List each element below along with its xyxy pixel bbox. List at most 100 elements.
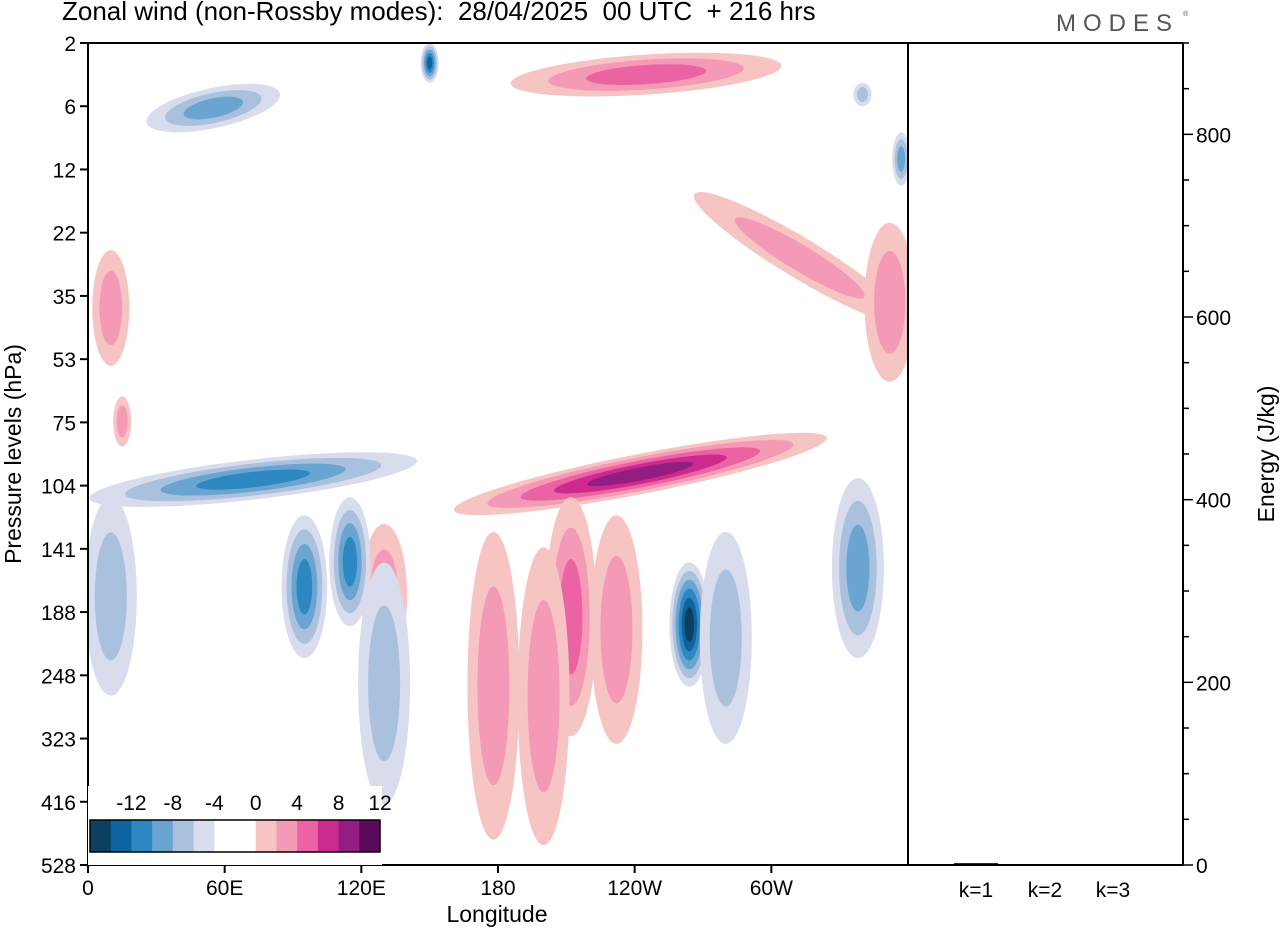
y-axis-title: Pressure levels (hPa) [0,344,26,564]
colorbar-label: -8 [164,792,183,815]
x-tick-label: 120E [337,877,386,900]
contour-level-2 [600,555,633,704]
energy-bar-k=2 [1023,864,1067,866]
contour-level-2 [734,217,865,299]
contour-feature-neg-21 [853,82,872,107]
contour-level-2 [94,532,127,661]
contour-feature-neg-14 [89,452,417,507]
energy-tick-label: 0 [1196,855,1208,878]
colorbar-swatch [297,820,319,852]
contour-feature-pos-7 [693,192,906,324]
colorbar-swatch [131,820,153,852]
y-tick-label: 528 [41,855,76,878]
contour-level-2 [99,270,123,346]
y-tick-label: 6 [64,96,76,119]
contour-level-5 [427,56,433,70]
contour-feature-pos-9 [92,250,130,366]
contour-feature-neg-12 [699,531,752,744]
contour-level-3 [585,64,707,85]
y-tick-label: 12 [53,159,76,182]
energy-category-label: k=1 [959,879,993,902]
contour-feature-neg-18 [88,497,137,696]
colorbar-label: -12 [116,792,146,815]
contour-feature-neg-13 [831,478,884,659]
y-tick-label: 53 [53,349,76,372]
energy-tick-label: 600 [1196,307,1231,330]
contour-level-5 [587,461,694,487]
contour-feature-neg-19 [146,83,281,133]
colorbar-label: 4 [291,792,303,815]
wind-contour-field [88,43,908,846]
colorbar-swatch [172,820,194,852]
y-tick-label: 2 [64,33,76,56]
y-tick-label: 141 [41,539,76,562]
brand-registered-mark: ® [1183,11,1189,18]
contour-level-2 [527,600,560,793]
colorbar-swatch [152,820,174,852]
energy-bar-k=1 [954,863,998,865]
energy-axis-title: Energy (J/kg) [1253,386,1279,523]
contour-level-2 [709,569,742,707]
contour-level-2 [368,605,401,762]
contour-feature-pos-0 [454,432,827,516]
contour-feature-neg-16 [329,497,371,627]
x-tick-label: 0 [82,877,94,900]
contour-feature-pos-10 [113,396,132,447]
contour-feature-neg-22 [892,132,908,186]
colorbar-frame [89,819,381,853]
energy-tick-label: 200 [1196,672,1231,695]
contour-feature-pos-2 [590,515,643,744]
colorbar-label: -4 [205,792,224,815]
contour-level-6 [684,607,695,642]
y-tick-label: 248 [41,665,76,688]
energy-bars: 0 200 400 600 800 Energy (J/kg) k=1 k=2 k=3 [908,42,1279,902]
contour-level-3 [846,524,870,612]
colorbar-swatch [110,820,132,852]
contour-feature-neg-11 [669,562,710,687]
energy-category-label: k=3 [1096,879,1130,902]
colorbar-swatch [235,820,257,852]
x-tick-label: 120W [607,877,662,900]
colorbar-label: 12 [368,792,391,815]
energy-tick-label: 800 [1196,124,1231,147]
x-tick-label: 180 [480,877,515,900]
contour-level-2 [116,405,128,438]
contour-level-4 [296,559,313,615]
contour-level-2 [874,250,906,354]
x-tick-label: 60W [750,877,793,900]
brand-logo: MODES [1056,10,1180,37]
contour-feature-neg-20 [420,43,439,83]
colorbar-swatch [255,820,277,852]
contour-feature-pos-8 [864,222,908,382]
y-tick-label: 188 [41,602,76,625]
contour-feature-neg-17 [358,562,411,805]
contour-feature-neg-15 [281,515,328,659]
colorbar-swatch [317,820,339,852]
chart-title: Zonal wind (non-Rossby modes): 28/04/202… [62,0,816,26]
y-tick-label: 104 [41,476,76,499]
y-tick-label: 22 [53,223,76,246]
colorbar-swatch [338,820,360,852]
contour-level-4 [196,469,311,490]
colorbar-swatch [359,820,381,852]
x-axis-title: Longitude [446,901,547,927]
y-tick-label: 416 [41,792,76,815]
y-tick-label: 35 [53,286,76,309]
colorbar-swatch [276,820,298,852]
contour-level-4 [342,536,358,587]
energy-bar-k=3 [1091,864,1135,866]
contour-feature-pos-4 [517,547,570,846]
colorbar-swatch [90,820,112,852]
y-tick-label: 75 [53,412,76,435]
contour-level-3 [897,146,906,172]
colorbar-swatch [214,820,236,852]
colorbar-label: 0 [250,792,262,815]
contour-level-2 [477,586,510,786]
contour-feature-pos-3 [467,531,520,840]
energy-category-label: k=2 [1028,879,1062,902]
y-tick-label: 323 [41,729,76,752]
contour-feature-pos-6 [510,52,782,97]
energy-tick-label: 400 [1196,490,1231,513]
